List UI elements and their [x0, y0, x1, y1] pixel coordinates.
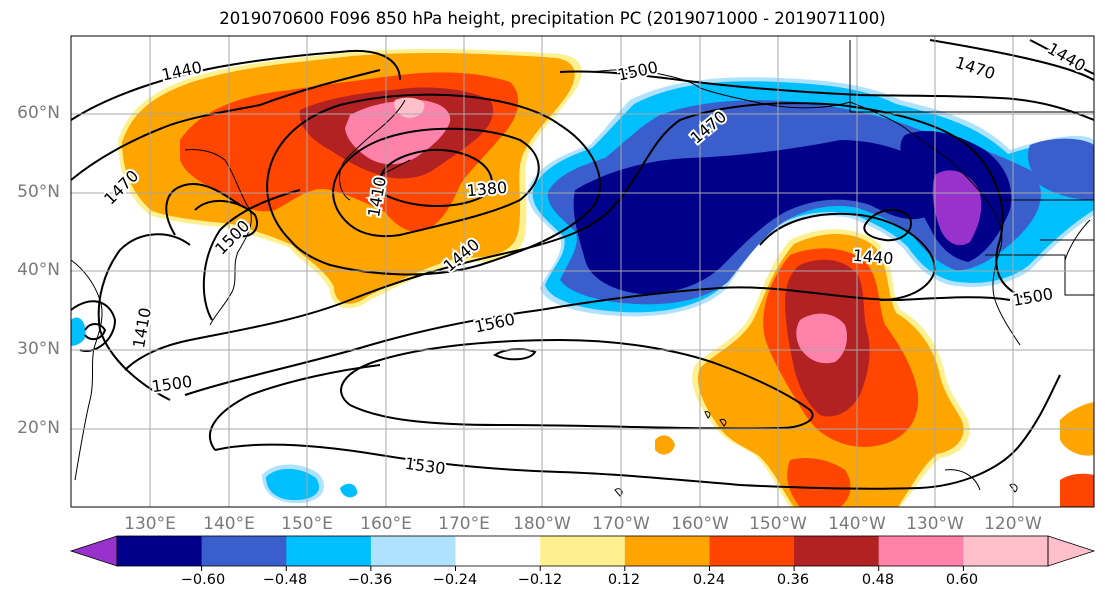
lon-label-140e: 140°E — [203, 514, 255, 534]
contour-label-text: 1380 — [466, 178, 508, 200]
contour-1530 — [214, 374, 1061, 490]
lat-label-40n: 40°N — [17, 260, 60, 280]
contour-1560 — [184, 286, 1011, 396]
negative-anomaly-small — [71, 317, 358, 504]
colorbar-tick-marks — [201, 566, 964, 571]
contour-1440-north — [71, 50, 401, 121]
contour-1410-sw — [71, 300, 117, 352]
contour-label-text: 1440 — [852, 246, 894, 268]
colorbar-extend-max — [1047, 535, 1096, 567]
colorbar-cell — [624, 536, 710, 566]
contour-1380 — [379, 148, 493, 208]
map-gridlines — [71, 36, 1094, 507]
contour-low-small — [84, 323, 107, 341]
lat-label-20n: 20°N — [17, 418, 60, 438]
contour-label: 1440 — [850, 244, 896, 270]
colorbar-cell — [286, 536, 372, 566]
contour-1470-west — [71, 69, 381, 181]
contour-label: 1380 — [464, 176, 510, 202]
lon-label-150w: 150°W — [749, 514, 807, 534]
positive-anomaly-east-pacific — [655, 229, 1094, 507]
contour-1470-east — [559, 70, 1094, 121]
contour-1500-long — [124, 102, 1031, 371]
map-title: 2019070600 F096 850 hPa height, precipit… — [219, 9, 886, 28]
contour-1470-ne — [929, 39, 1094, 81]
colorbar-cell — [878, 536, 964, 566]
negative-anomaly-north-pacific — [527, 77, 1094, 317]
contour-1410-west — [194, 199, 258, 238]
lon-label-130w: 130°W — [906, 514, 964, 534]
colorbar-cells — [117, 536, 1049, 566]
colorbar-cell — [794, 536, 880, 566]
contour-1440-ne — [1029, 39, 1094, 75]
lon-label-130e: 130°E — [124, 514, 176, 534]
lon-label-150e: 150°E — [281, 514, 333, 534]
contour-1560-small — [493, 348, 537, 361]
colorbar-cell — [963, 536, 1049, 566]
colorbar — [69, 535, 1096, 571]
colorbar-tick-label: 0.48 — [861, 572, 895, 588]
colorbar-cell — [370, 536, 457, 566]
colorbar-tick-label: −0.24 — [432, 572, 478, 588]
lon-label-180w: 180°W — [513, 514, 571, 534]
lat-label-30n: 30°N — [17, 339, 60, 359]
lat-label-60n: 60°N — [17, 103, 60, 123]
colorbar-cell — [709, 536, 795, 566]
colorbar-tick-label: 0.36 — [776, 572, 810, 588]
lat-label-50n: 50°N — [17, 182, 60, 202]
colorbar-tick-label: −0.12 — [517, 572, 563, 588]
lon-label-160w: 160°W — [671, 514, 729, 534]
colorbar-cell — [540, 536, 626, 566]
contour-1410-east — [863, 209, 912, 242]
contour-1500-spiral — [97, 233, 191, 401]
contour-1410-pacific — [332, 127, 540, 238]
coastlines — [71, 40, 1094, 497]
contour-1500-west — [202, 189, 301, 321]
colorbar-tick-label: 0.12 — [607, 572, 641, 588]
colorbar-tick-label: −0.60 — [180, 572, 226, 588]
lon-label-170w: 170°W — [592, 514, 650, 534]
colorbar-tick-label: 0.24 — [692, 572, 726, 588]
lon-label-160e: 160°E — [360, 514, 412, 534]
colorbar-cell — [117, 536, 203, 566]
contour-1440-east — [759, 212, 937, 301]
map-frame — [70, 35, 1095, 508]
colorbar-extend-min — [69, 535, 118, 567]
colorbar-cell — [201, 536, 287, 566]
height-contours — [71, 39, 1094, 490]
colorbar-tick-label: 0.60 — [945, 572, 979, 588]
colorbar-tick-label: −0.48 — [262, 572, 308, 588]
contour-1440-west — [165, 183, 241, 236]
lon-label-120w: 120°W — [984, 514, 1042, 534]
contour-1530-west — [209, 364, 381, 451]
colorbar-tick-label: −0.36 — [347, 572, 393, 588]
lon-label-170e: 170°E — [438, 514, 490, 534]
colorbar-cell — [455, 536, 541, 566]
lon-label-140w: 140°W — [828, 514, 886, 534]
